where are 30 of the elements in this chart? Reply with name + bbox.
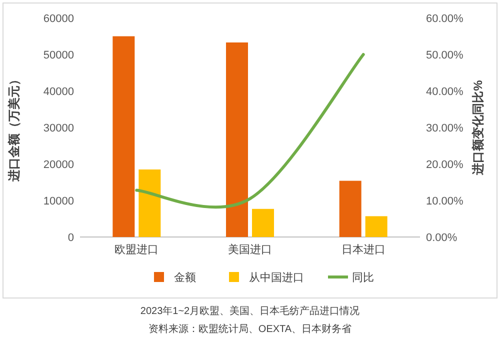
y2-tick-label: 10.00% xyxy=(426,196,464,208)
y2-tick-label: 30.00% xyxy=(426,122,464,134)
y2-tick-label: 40.00% xyxy=(426,86,464,98)
y-tick-label: 60000 xyxy=(43,13,74,25)
y-tick-label: 40000 xyxy=(43,86,74,98)
bar xyxy=(252,208,274,237)
legend-label: 金额 xyxy=(174,271,196,284)
bar xyxy=(138,169,161,237)
text: 2023年1~2月欧盟、美国、日本毛纺产品进口情况 xyxy=(140,305,360,317)
bar xyxy=(365,216,388,237)
x-tick-label: 欧盟进口 xyxy=(114,243,159,256)
y2-tick-label: 0.00% xyxy=(426,232,458,244)
y-axis-title: 进口金额（万美元） xyxy=(7,74,21,182)
bar xyxy=(112,36,135,237)
bar xyxy=(226,42,248,237)
y2-tick-label: 50.00% xyxy=(426,50,464,62)
y-tick-label: 50000 xyxy=(43,50,74,62)
y2-tick-label: 60.00% xyxy=(426,13,464,25)
y2-tick-label: 20.00% xyxy=(426,159,464,171)
y-tick-label: 10000 xyxy=(43,196,74,208)
legend-label: 同比 xyxy=(352,271,374,284)
x-tick-label: 美国进口 xyxy=(228,243,272,256)
text: 资料来源：欧盟统计局、OEXTA、日本财务省 xyxy=(148,323,352,335)
x-tick-label: 日本进口 xyxy=(341,243,386,256)
y-tick-label: 0 xyxy=(68,232,74,244)
legend-label: 从中国进口 xyxy=(249,271,304,284)
y-tick-label: 20000 xyxy=(43,159,74,171)
y2-axis-title: 进口额变化同比% xyxy=(471,80,485,176)
bar xyxy=(339,180,362,237)
y-tick-label: 30000 xyxy=(43,122,74,134)
